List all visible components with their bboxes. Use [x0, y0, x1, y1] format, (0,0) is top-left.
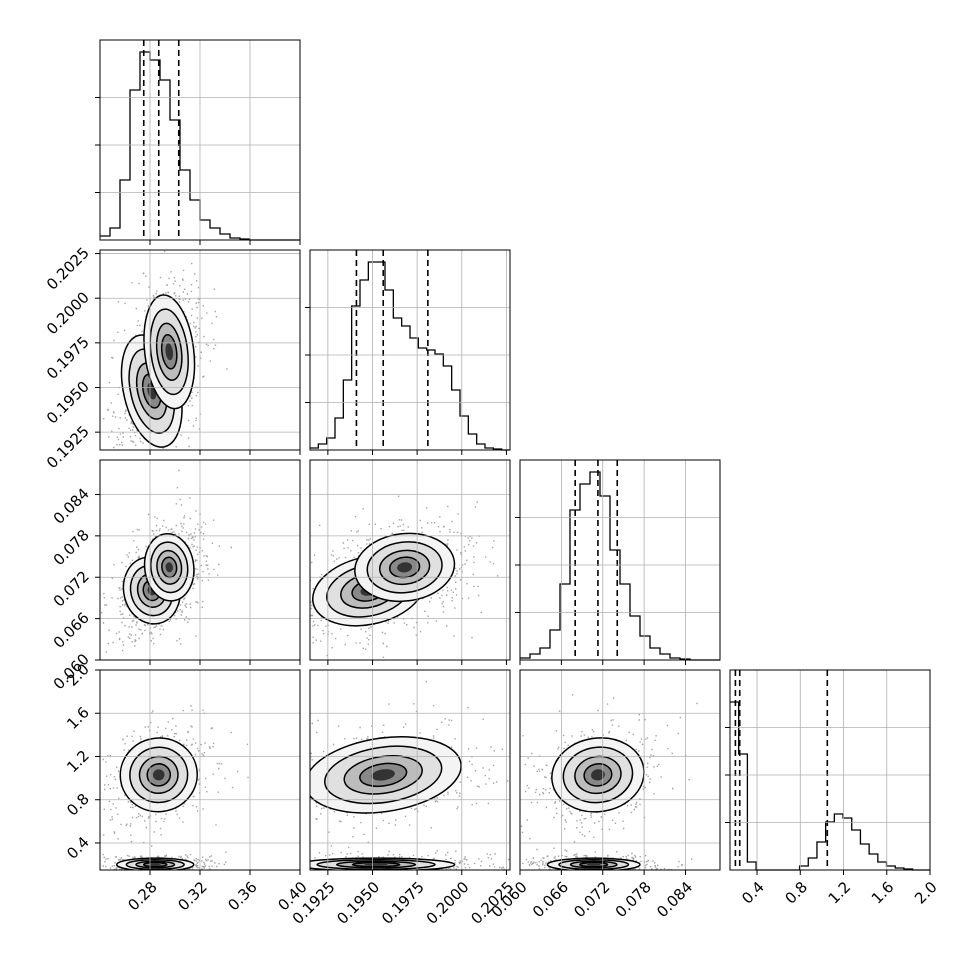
axes-border-3-1	[309, 669, 511, 871]
x-tick-label-3-1: 0.8	[781, 878, 811, 908]
contour-3-1-1-2	[336, 860, 417, 869]
x-tick-label-1-3: 0.2000	[423, 878, 473, 928]
contour-3-2-0-3	[583, 763, 613, 787]
contour-3-0-1-0	[116, 857, 195, 870]
density-level-2-1-1-4	[397, 562, 413, 573]
x-tick-label-3-0: 0.4	[738, 878, 768, 908]
histogram-1	[310, 250, 510, 451]
scatter-panel-3-1	[310, 681, 510, 870]
density-level-3-1-1-4	[364, 863, 388, 866]
x-tick-label-2-2: 0.072	[570, 878, 613, 921]
y-tick-label-2-1: 0.066	[50, 609, 93, 652]
axes-border-2-1	[309, 459, 511, 661]
axes-frame-3-1	[309, 669, 511, 875]
contour-1-0-1-1	[149, 308, 189, 396]
contour-3-1-0-0	[310, 735, 462, 814]
plot-content	[100, 40, 930, 871]
scatter-panel-2-1	[310, 495, 499, 660]
contour-2-0-1-0	[143, 533, 195, 602]
x-tick-label-2-4: 0.084	[653, 878, 696, 921]
y-tick-label-1-1: 0.1950	[43, 378, 93, 428]
axes-frame-2-2	[515, 459, 721, 665]
contour-2-1-1-2	[378, 549, 431, 586]
contour-3-2-0-1	[562, 746, 634, 804]
contour-3-0-0-0	[119, 737, 198, 813]
x-tick-label-0-2: 0.36	[224, 878, 260, 914]
axes-frame-1-1	[305, 249, 511, 455]
y-tick-label-1-4: 0.2025	[43, 244, 93, 294]
contour-3-1-1-3	[351, 861, 401, 868]
y-tick-label-2-2: 0.072	[50, 567, 93, 610]
scatter-panel-2-0	[100, 469, 232, 653]
density-level-3-2-1-4	[586, 863, 601, 866]
y-tick-label-3-2: 1.2	[63, 747, 93, 777]
density-level-3-0-0-4	[152, 769, 165, 781]
axes-frame-3-0	[95, 669, 301, 875]
contour-3-2-1-3	[579, 861, 609, 868]
y-tick-label-3-0: 0.4	[63, 833, 93, 863]
x-tick-label-3-2: 1.2	[825, 878, 855, 908]
contour-3-2-0-0	[551, 737, 645, 813]
contour-3-2-1-2	[569, 860, 618, 869]
contour-1-0-1-2	[155, 322, 183, 381]
contour-3-0-1-2	[135, 860, 176, 869]
contour-2-1-1-1	[366, 541, 443, 594]
x-tick-label-0-0: 0.28	[124, 878, 160, 914]
axes-border-1-1	[309, 249, 511, 451]
contour-3-0-1-3	[142, 861, 168, 868]
histogram-line-2	[520, 471, 720, 661]
histogram-line-1	[310, 261, 510, 451]
y-tick-label-3-3: 1.6	[63, 703, 93, 733]
contour-3-0-1-1	[125, 858, 185, 870]
contour-3-1-1-1	[316, 858, 436, 870]
x-tick-label-0-1: 0.32	[174, 878, 210, 914]
histogram-2	[520, 460, 720, 661]
axes-border-2-2	[519, 459, 721, 661]
histogram-3	[730, 670, 930, 871]
x-tick-label-1-2: 0.1975	[378, 878, 428, 928]
x-tick-label-2-3: 0.078	[612, 878, 655, 921]
x-tick-label-2-1: 0.066	[529, 878, 572, 921]
contour-3-0-0-3	[146, 763, 172, 787]
y-tick-label-1-0: 0.1925	[43, 422, 93, 472]
axes-frame-2-0	[95, 459, 301, 665]
scatter-panel-1-0	[100, 250, 228, 449]
plot-frames	[95, 39, 931, 875]
contour-2-0-1-2	[156, 549, 183, 585]
y-tick-label-2-3: 0.078	[50, 526, 93, 569]
contour-3-2-1-1	[558, 858, 630, 870]
axes-frame-0-0	[95, 39, 301, 245]
contour-3-1-1-0	[310, 857, 456, 870]
scatter-panel-3-2	[520, 694, 698, 870]
x-tick-label-1-1: 0.1950	[333, 878, 383, 928]
y-tick-label-2-4: 0.084	[50, 485, 93, 528]
density-level-3-2-0-4	[591, 769, 605, 781]
y-tick-label-1-3: 0.2000	[43, 288, 93, 338]
density-level-1-0-1-4	[165, 343, 174, 361]
contour-2-0-1-1	[150, 541, 189, 594]
axes-frame-1-0	[95, 249, 301, 455]
x-tick-label-3-4: 2.0	[911, 878, 941, 908]
contour-2-1-1-0	[354, 532, 456, 603]
axes-border-3-3	[729, 669, 931, 871]
y-tick-label-1-2: 0.1975	[43, 333, 93, 383]
density-level-3-1-0-4	[371, 769, 395, 781]
axes-border-3-2	[519, 669, 721, 871]
y-tick-label-3-1: 0.8	[63, 790, 93, 820]
density-level-2-0-1-4	[165, 562, 173, 573]
scatter-panel-3-0	[100, 705, 249, 870]
contour-3-0-0-1	[129, 746, 189, 804]
axes-frame-3-2	[519, 669, 721, 875]
contour-3-2-1-0	[546, 857, 641, 870]
axes-frame-3-3	[725, 669, 931, 875]
contour-1-0-1-0	[143, 294, 196, 410]
contour-3-1-0-1	[324, 745, 443, 805]
contour-3-1-0-3	[359, 762, 408, 788]
density-level-3-0-1-4	[149, 863, 162, 866]
contour-1-0-1-3	[160, 333, 178, 370]
x-tick-label-3-3: 1.6	[868, 878, 898, 908]
axes-frame-2-1	[309, 459, 511, 665]
